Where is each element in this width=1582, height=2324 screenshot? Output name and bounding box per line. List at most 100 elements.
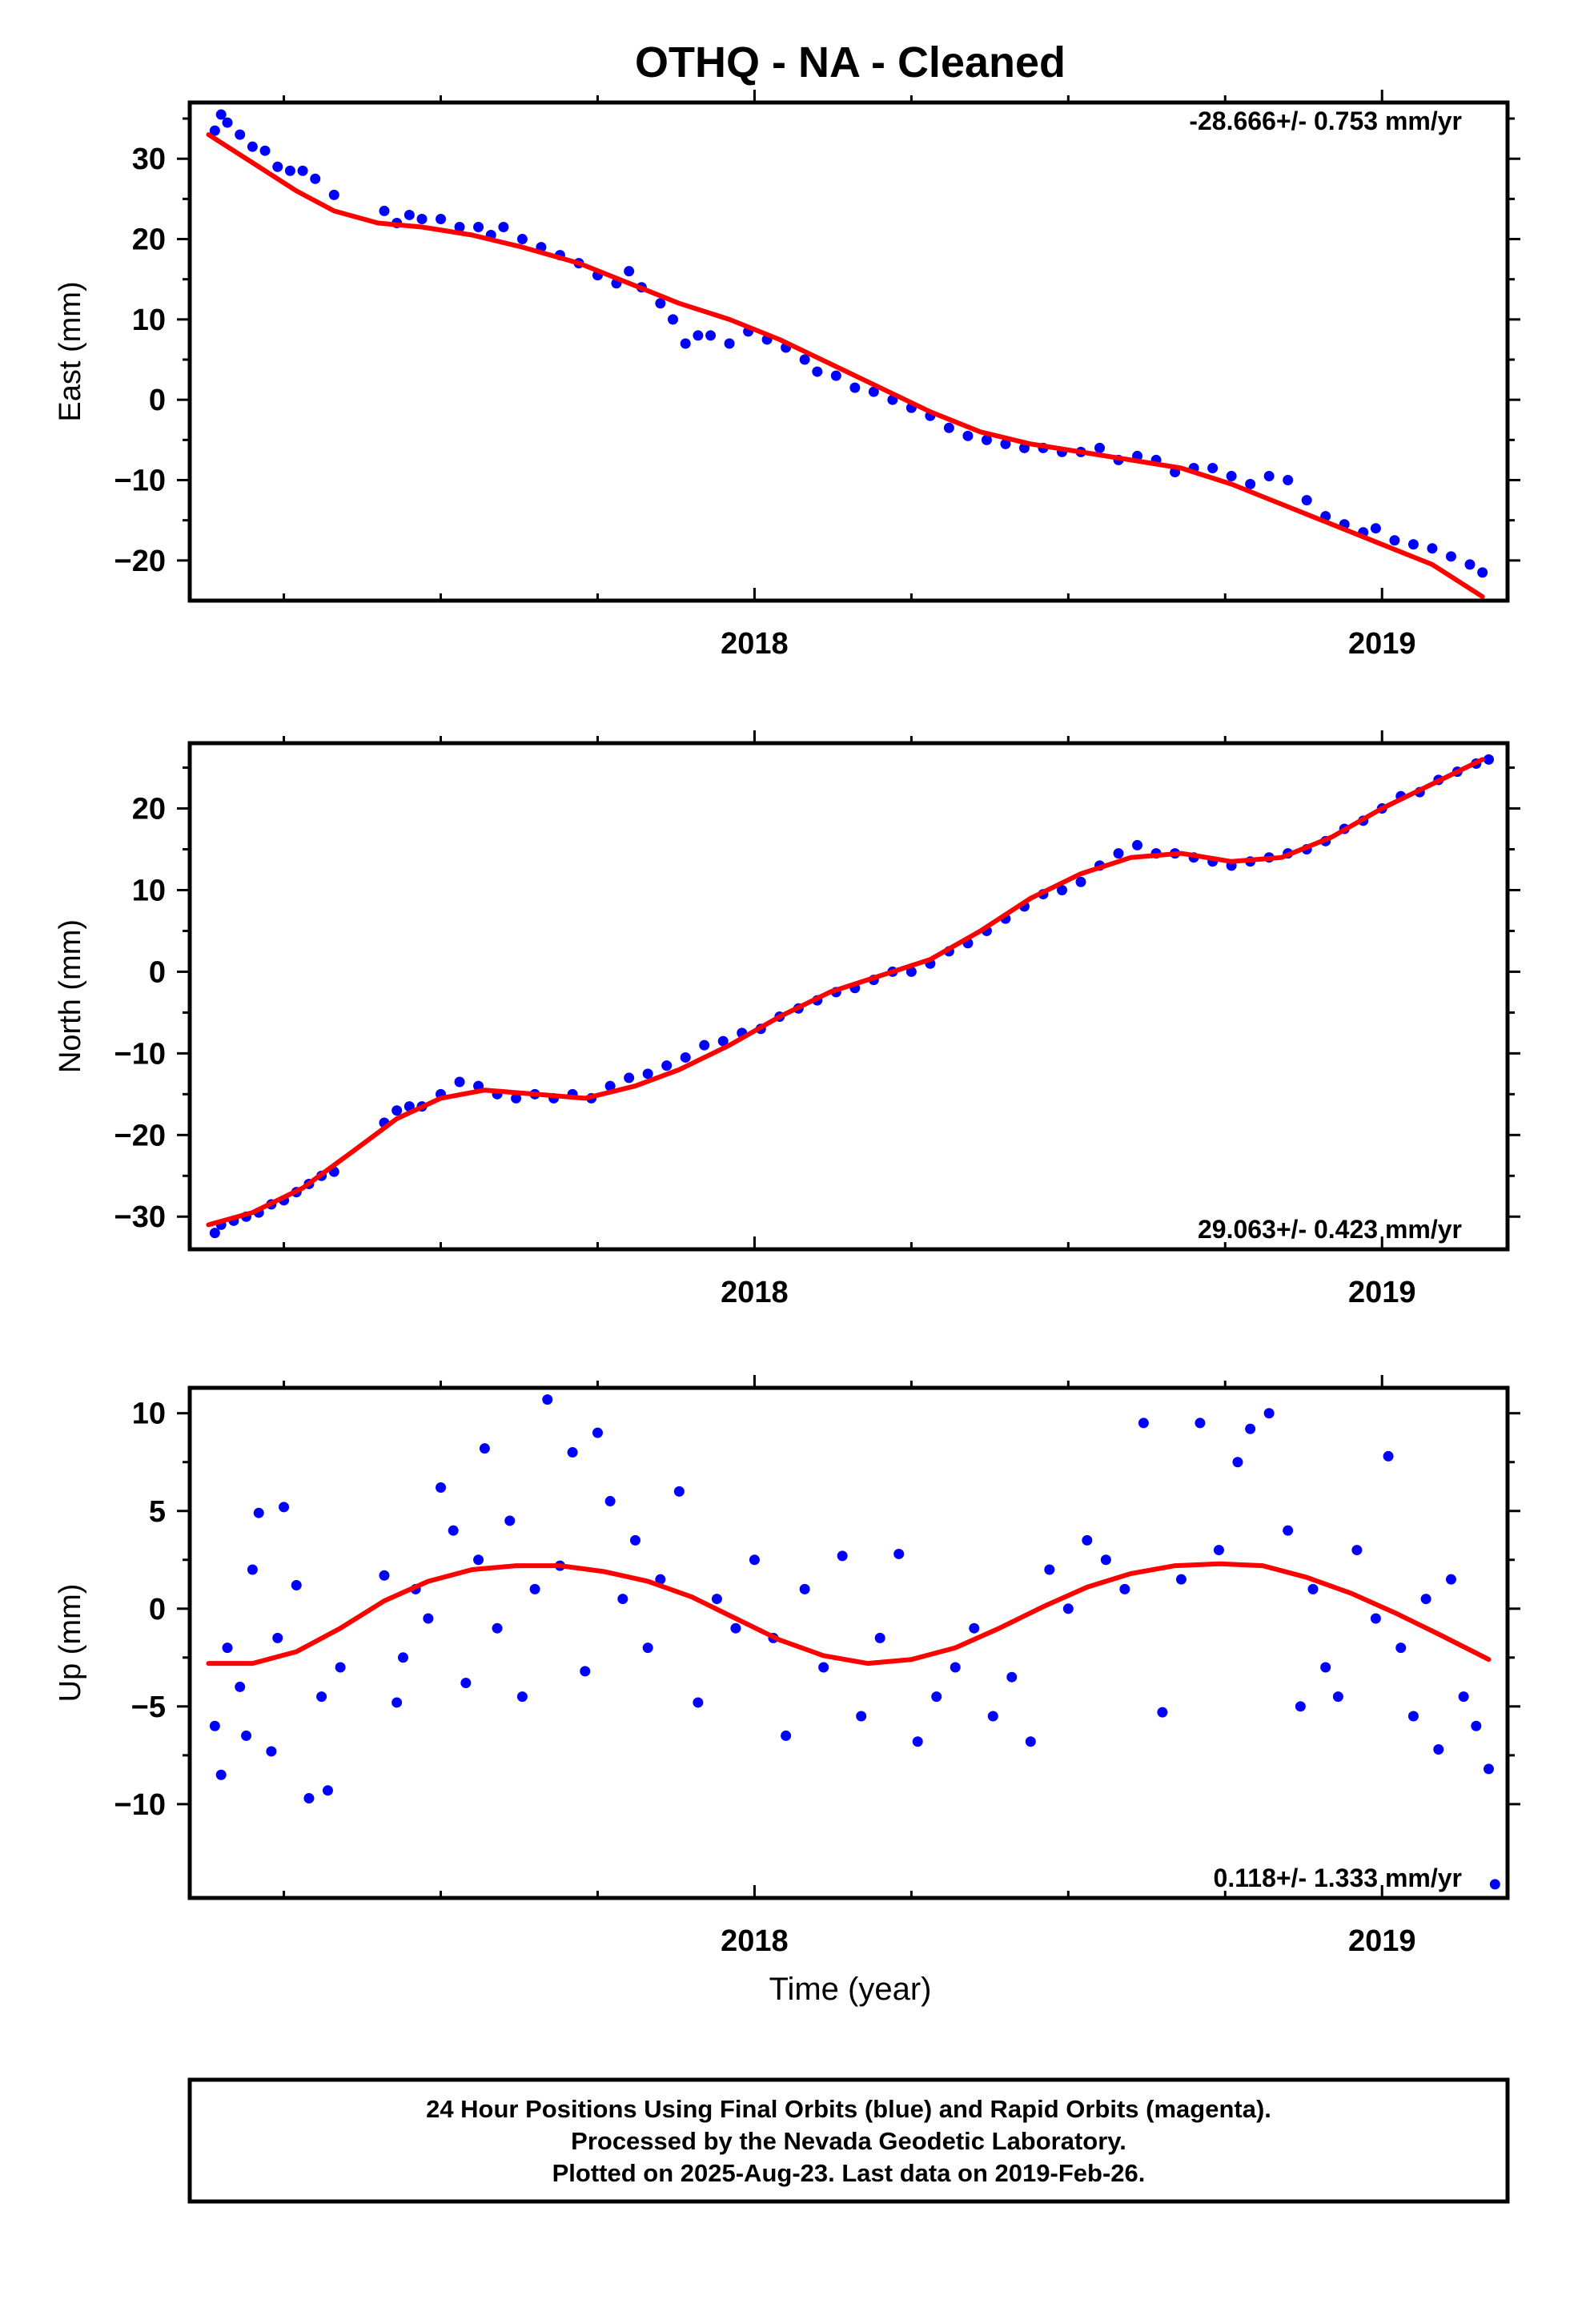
up-data-point [1232,1457,1243,1468]
north-data-point [642,1068,653,1080]
up-data-point [479,1443,490,1454]
east-data-point [498,222,509,232]
up-data-point [279,1502,290,1513]
north-data-point [699,1039,710,1051]
up-data-point [912,1736,923,1747]
up-data-point [1320,1662,1331,1673]
east-data-point [655,298,666,309]
east-data-point [1000,438,1011,449]
east-data-point [624,266,635,277]
east-data-point [693,330,704,341]
up-plot-frame [187,1385,1510,1900]
up-data-point [448,1525,459,1536]
east-data-point [209,125,220,136]
up-data-point [1175,1574,1186,1585]
east-data-point [235,129,246,140]
east-data-point [404,209,415,220]
up-data-point [856,1711,867,1722]
up-panel: 2018 2019 −10 −5 0 5 10 Up (mm) 0.118+/- 1.333 m… [54,1375,1520,1958]
up-data-point [730,1622,741,1634]
north-data-point [1113,848,1124,859]
north-y-tick-label: 10 [132,874,166,907]
up-data-point [874,1632,885,1643]
up-data-point [1119,1583,1130,1594]
up-data-point [1471,1720,1482,1731]
up-data-point [460,1678,472,1689]
up-data-point [673,1486,685,1497]
up-data-point [630,1534,641,1546]
north-y-tick-label: 0 [149,955,166,989]
north-plot-area [206,754,1494,1239]
east-data-point [379,205,390,216]
up-data-point [1351,1545,1363,1556]
up-data-point [504,1515,516,1526]
up-data-point [837,1550,848,1562]
north-y-axis-label: North (mm) [54,919,87,1073]
east-data-point [284,165,295,176]
up-x-tick-label: 2019 [1348,1924,1416,1958]
footer-line-2: Processed by the Nevada Geodetic Laborat… [571,2127,1126,2155]
up-data-point [1062,1603,1074,1614]
up-data-point [235,1681,246,1692]
up-plot-area [206,1394,1500,1890]
east-data-point [416,213,428,224]
up-data-point [642,1642,653,1654]
up-data-point [473,1554,484,1566]
up-data-point [1383,1450,1394,1462]
up-rate-label: 0.118+/- 1.333 mm/yr [1214,1864,1462,1892]
east-data-point [680,338,691,349]
east-y-tick-label: 30 [132,143,166,176]
up-data-point [492,1622,503,1634]
up-data-point [1138,1417,1149,1429]
up-data-point [818,1662,829,1673]
up-data-point [1100,1554,1111,1566]
east-y-tick-label: 0 [149,384,166,417]
up-data-point [1433,1744,1444,1755]
north-y-tick-label: 20 [132,793,166,826]
up-y-tick-label: 5 [149,1495,166,1529]
east-data-point [222,117,233,128]
east-plot-area [206,109,1488,599]
footer-line-3: Plotted on 2025-Aug-23. Last data on 201… [552,2159,1146,2187]
north-data-point [717,1035,729,1047]
up-data-point [1025,1736,1036,1747]
up-data-point [1307,1583,1319,1594]
up-data-point [215,1769,227,1780]
up-data-point [711,1594,722,1605]
up-data-point [969,1622,980,1634]
up-y-tick-label: 10 [132,1397,166,1431]
east-data-point [943,422,954,433]
north-plot-frame [187,741,1510,1252]
east-data-point [1263,471,1275,481]
north-data-point [1075,876,1086,887]
east-y-tick-label: 20 [132,223,166,257]
up-data-point [655,1574,666,1585]
up-data-point [291,1580,302,1591]
east-data-point [981,434,992,445]
up-model-curve [206,1561,1492,1667]
up-data-point [222,1642,233,1654]
east-data-point [724,338,735,349]
east-plot-frame [187,100,1510,603]
up-data-point [987,1711,998,1722]
east-model-curve [206,132,1485,599]
x-axis-title: Time (year) [769,1972,932,2007]
east-data-point [849,382,861,393]
up-data-point [1283,1525,1294,1536]
east-x-tick-label: 2019 [1348,627,1416,661]
up-data-point [781,1730,792,1741]
east-data-point [830,370,841,381]
east-data-point [272,161,283,172]
up-data-point [542,1394,553,1405]
east-y-tick-label: −10 [114,464,166,498]
up-y-axis-label: Up (mm) [54,1584,87,1703]
north-data-point [209,1228,220,1239]
up-data-point [316,1691,327,1703]
north-data-point [511,1092,522,1104]
north-data-point [661,1060,673,1072]
north-data-point [454,1076,465,1088]
north-data-point [1132,839,1143,850]
up-data-point [1195,1417,1206,1429]
up-data-point [1263,1408,1275,1419]
